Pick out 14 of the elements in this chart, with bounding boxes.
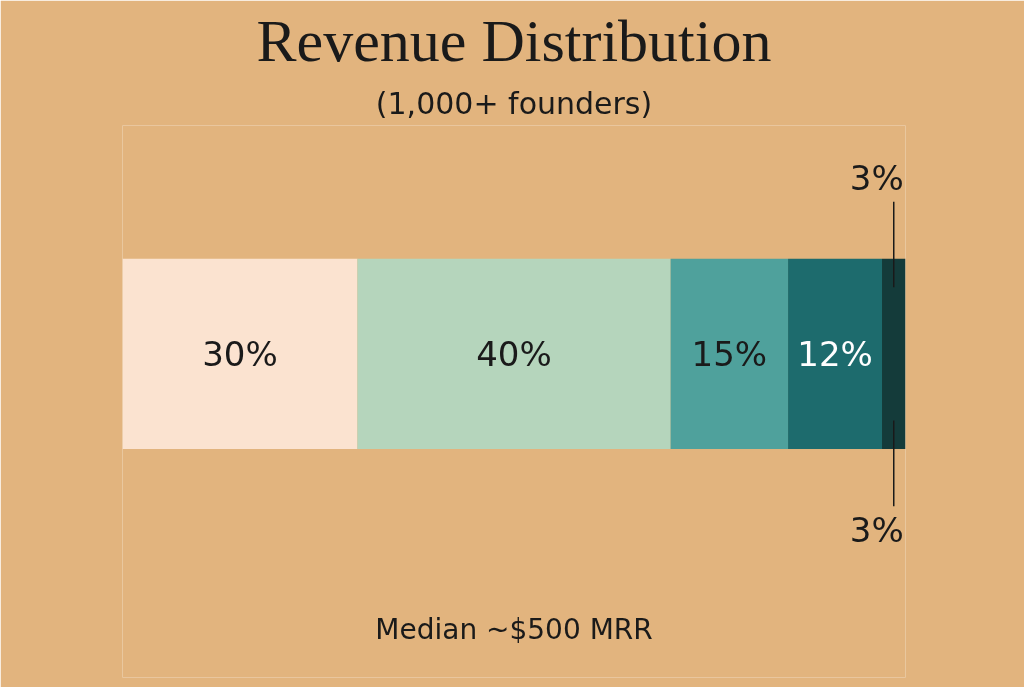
data-label: 3% [849,157,904,198]
bar [357,258,671,450]
chart-subtitle: (1,000+ founders) [375,85,653,121]
bar [882,258,906,450]
bar [670,258,789,450]
text: 3% [849,510,904,550]
chart-title: Revenue Distribution [256,7,772,74]
text: Median ~$500 MRR [375,613,653,647]
bar [122,258,358,450]
data-label: 12% [797,333,873,374]
data-label: 15% [691,333,768,374]
data-label: 40% [476,333,552,374]
data-label: 30% [202,333,278,374]
bar [788,258,883,450]
